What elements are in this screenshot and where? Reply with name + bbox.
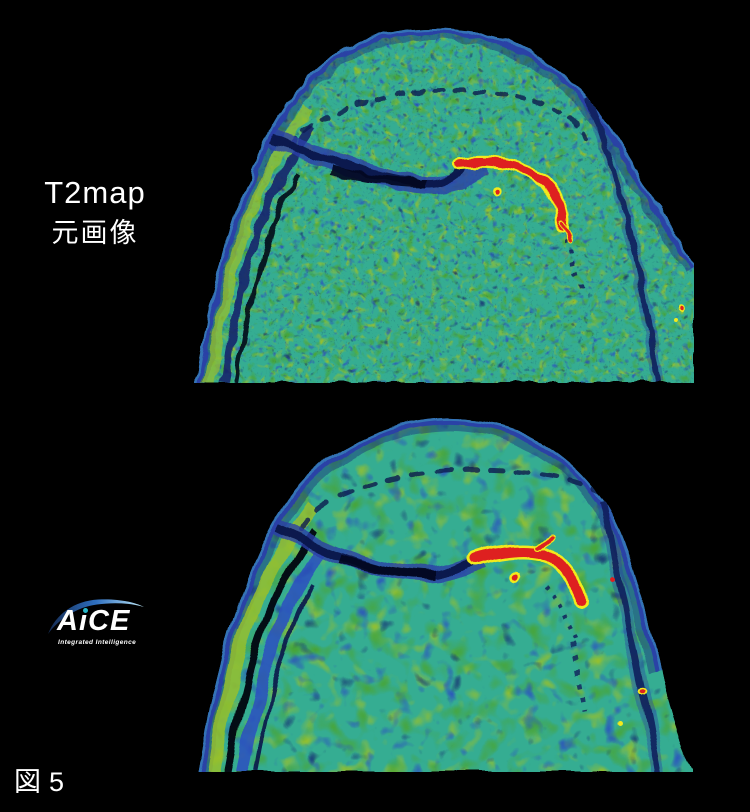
lesion-dot — [509, 570, 521, 582]
right-fleck-red — [677, 304, 685, 312]
right-fleck-yellow — [619, 719, 625, 725]
lesion-tail-red — [560, 221, 574, 243]
knee-dome-group — [198, 418, 693, 772]
mri-t2map-aice — [190, 418, 693, 772]
mri-t2map-original — [192, 15, 694, 383]
aice-swoosh-icon — [48, 599, 144, 634]
swoosh-shape — [48, 599, 144, 634]
aice-i-dot — [82, 608, 88, 613]
t2map-label-line2: 元画像 — [51, 218, 139, 249]
lesion-dot — [490, 185, 502, 197]
aice-letter-i-stem: ı — [78, 605, 89, 637]
left-strip-navy — [254, 583, 314, 772]
lesion-red-streak — [455, 157, 567, 230]
joint-band-black-core — [338, 553, 436, 581]
left-strip-blue — [236, 542, 328, 772]
aice-tagline: Integrated Intelligence — [58, 639, 137, 646]
lesion-red-streak — [471, 545, 587, 608]
aice-letter-i: ı — [79, 607, 88, 636]
aice-wordmark: Aı CE — [57, 607, 130, 636]
right-fleck-red-upper — [610, 575, 616, 581]
right-line-core — [599, 501, 661, 772]
t2map-label-line1: T2map — [44, 175, 146, 210]
joint-band-black-core — [328, 165, 427, 188]
t2map-label: T2map 元画像 — [16, 175, 174, 249]
dome-rim-cyan — [198, 418, 663, 772]
figure-caption: 図5 — [14, 767, 73, 797]
left-strip-yellow-green — [204, 103, 313, 383]
dome-rim-cyan — [196, 27, 694, 383]
aice-letter-a: A — [57, 605, 79, 637]
right-line-core — [585, 97, 660, 383]
right-fleck-yellow — [675, 319, 679, 323]
trailing-dots-line — [561, 226, 583, 294]
left-strip-black — [233, 173, 299, 383]
aice-logo: Aı CE Integrated Intelligence — [42, 598, 150, 652]
trailing-dots-line — [546, 588, 576, 641]
right-fleck-red — [638, 686, 646, 694]
lesion-branch-red — [535, 534, 552, 548]
aice-letters-ce: CE — [88, 605, 131, 637]
patella-outline — [287, 87, 589, 148]
